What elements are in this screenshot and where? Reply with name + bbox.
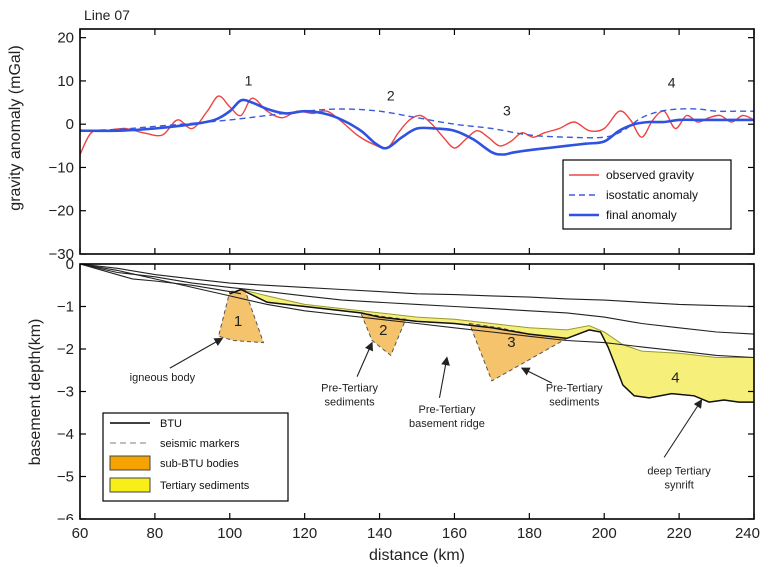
- gravity-panel: Line 07 20 10 0 −10 −20 −30 1 2 3 4 gravity anom…: [7, 7, 755, 263]
- distance-x-tick-label: 240: [735, 525, 760, 542]
- annotation-text: igneous body: [130, 372, 196, 384]
- gravity-plot-frame: [79, 28, 755, 255]
- annotation-arrow: [356, 341, 373, 377]
- distance-x-ticks: 60 80 100 120 140 160 180 200 220 240: [72, 264, 760, 542]
- distance-x-tick-label: 220: [667, 525, 692, 542]
- gravity-y-tick-label: −10: [49, 159, 74, 176]
- basement-y-tick-label: −3: [57, 384, 74, 401]
- sub-btu-body-label: 3: [507, 334, 515, 351]
- annotation-text: Pre-Tertiary: [419, 404, 476, 416]
- legend-seismic-markers: seismic markers: [160, 438, 240, 450]
- btu-line: [229, 288, 754, 403]
- basement-y-axis-label: basement depth(km): [27, 319, 44, 466]
- annotation-arrow: [520, 367, 553, 384]
- annotation-text: Pre-Tertiary: [321, 383, 378, 395]
- distance-x-tick-label: 120: [292, 525, 317, 542]
- legend-tertiary-sediments: Tertiary sediments: [160, 480, 250, 492]
- basement-legend: BTU seismic markers sub-BTU bodies Terti…: [102, 412, 289, 502]
- basement-y-tick-label: 0: [66, 256, 74, 273]
- sub-btu-body-label: 1: [234, 313, 242, 330]
- gravity-y-tick-label: −20: [49, 203, 74, 220]
- gravity-peak-label: 1: [245, 72, 253, 88]
- gravity-y-tick-label: −30: [49, 246, 74, 263]
- basement-plot-frame: [79, 263, 755, 520]
- gravity-y-tick-label: 10: [57, 73, 74, 90]
- distance-x-tick-label: 140: [367, 525, 392, 542]
- distance-x-tick-label: 160: [442, 525, 467, 542]
- annotation-text: synrift: [664, 479, 693, 491]
- distance-x-axis-label: distance (km): [369, 547, 465, 564]
- annotation-text: sediments: [549, 397, 600, 409]
- gravity-peak-label: 2: [387, 87, 395, 103]
- annotation-arrow: [438, 356, 450, 398]
- btu-line: [79, 263, 755, 335]
- series-observed-gravity: [79, 95, 755, 155]
- gravity-y-tick-label: 20: [57, 30, 74, 47]
- legend-swatch-tertiary: [109, 477, 151, 493]
- annotation-text: basement ridge: [409, 418, 485, 430]
- legend-swatch-sub-btu: [109, 455, 151, 471]
- basement-annotations: igneous body Pre-Tertiary sediments Pre-Ter…: [130, 337, 711, 491]
- btu-line: [79, 263, 242, 295]
- legend-btu: BTU: [160, 418, 182, 430]
- chart-title: Line 07: [84, 7, 130, 23]
- legend-observed-gravity: observed gravity: [606, 168, 694, 182]
- distance-x-tick-label: 80: [147, 525, 164, 542]
- gravity-series: [79, 95, 755, 156]
- distance-x-tick-label: 100: [217, 525, 242, 542]
- annotation-text: deep Tertiary: [647, 465, 711, 477]
- sub-btu-body-label: 2: [379, 322, 387, 339]
- annotation-arrow: [663, 399, 703, 458]
- btu-line: [79, 263, 755, 359]
- basement-y-tick-label: −1: [57, 299, 74, 316]
- btu-lines: [79, 263, 755, 403]
- sub-btu-body: [360, 312, 407, 357]
- basement-y-tick-label: −5: [57, 469, 74, 486]
- distance-x-tick-label: 200: [592, 525, 617, 542]
- gravity-peak-label: 4: [668, 74, 676, 90]
- sub-btu-body: [217, 288, 265, 344]
- distance-x-tick-label: 60: [72, 525, 89, 542]
- distance-x-tick-label: 180: [517, 525, 542, 542]
- basement-panel: 1 2 3 4 igneous body Pre-Tertiary sediments Pr…: [27, 256, 760, 564]
- legend-sub-btu-bodies: sub-BTU bodies: [160, 458, 239, 470]
- series-final-anomaly: [79, 98, 754, 156]
- legend-final-anomaly: final anomaly: [606, 208, 677, 222]
- corner-mask: [0, 520, 76, 526]
- gravity-peak-label: 3: [503, 103, 511, 119]
- legend-isostatic-anomaly: isostatic anomaly: [606, 188, 698, 202]
- gravity-y-axis-label: gravity anomaly (mGal): [7, 45, 24, 210]
- btu-line: [79, 263, 755, 308]
- gravity-legend: observed gravity isostatic anomaly final…: [562, 159, 732, 230]
- tertiary-area-label: 4: [671, 370, 679, 387]
- basement-y-tick-label: −2: [57, 341, 74, 358]
- gravity-peak-labels: 1 2 3 4: [245, 72, 676, 118]
- gravity-y-tick-label: 0: [66, 116, 74, 133]
- annotation-text: Pre-Tertiary: [546, 383, 603, 395]
- basement-y-tick-label: −4: [57, 426, 74, 443]
- annotation-text: sediments: [325, 397, 376, 409]
- series-isostatic-anomaly: [79, 108, 754, 139]
- body-labels: 1 2 3 4: [234, 313, 680, 387]
- annotation-arrow: [169, 337, 224, 369]
